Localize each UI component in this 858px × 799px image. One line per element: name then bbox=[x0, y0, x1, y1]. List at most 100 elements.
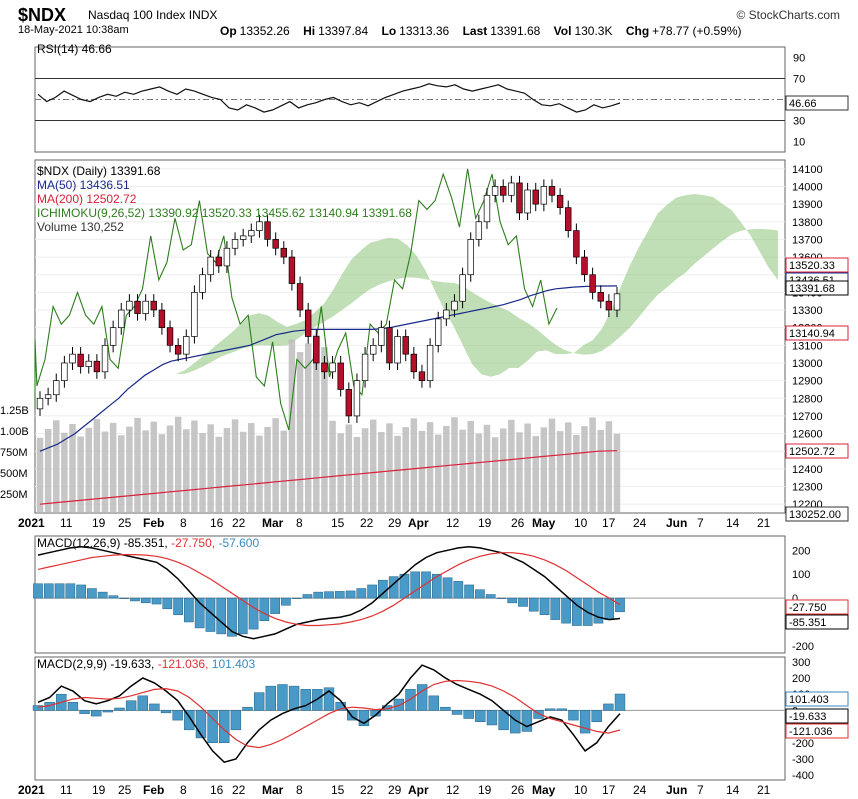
volume-bar bbox=[467, 420, 474, 513]
volume-bar bbox=[264, 426, 271, 513]
macd2-right-label-1-box bbox=[785, 708, 849, 724]
macd1-histogram-bar bbox=[485, 594, 496, 599]
volume-bar bbox=[280, 430, 288, 513]
candle-body bbox=[516, 182, 523, 214]
macd1-tick-label: -200 bbox=[792, 641, 814, 653]
volume-bar bbox=[215, 436, 223, 513]
x-axis-label-bottom: May bbox=[532, 783, 556, 797]
candle-body bbox=[540, 186, 548, 205]
volume-bar bbox=[166, 425, 174, 513]
x-axis-label-bottom: 24 bbox=[633, 783, 647, 797]
macd2-histogram-bar bbox=[591, 710, 602, 722]
price-right-label-5-box bbox=[785, 506, 849, 522]
symbol-name: Nasdaq 100 Index INDX bbox=[88, 8, 217, 22]
x-axis-label: 11 bbox=[60, 516, 73, 530]
macd2-histogram-bar bbox=[277, 684, 288, 711]
volume-bar bbox=[345, 424, 353, 513]
x-axis-label: 8 bbox=[296, 516, 303, 530]
macd1-tick-label: 0 bbox=[792, 593, 798, 605]
macd2-histogram-bar bbox=[603, 703, 614, 711]
macd1-histogram-bar bbox=[345, 590, 356, 599]
x-axis-label: 22 bbox=[360, 516, 374, 530]
candle-body bbox=[313, 336, 320, 364]
macd1-histogram-bar bbox=[216, 597, 227, 635]
macd1-histogram-bar bbox=[421, 571, 431, 599]
macd2-right-label-1: -19.633 bbox=[789, 711, 826, 723]
candle-body bbox=[321, 362, 328, 373]
macd1-histogram-bar bbox=[97, 591, 108, 599]
volume-bar bbox=[329, 420, 336, 513]
candle-body bbox=[304, 309, 312, 337]
volume-bar bbox=[540, 427, 548, 513]
x-axis-label: Jun bbox=[666, 516, 687, 530]
volume-bar bbox=[150, 421, 158, 513]
volume-bar bbox=[142, 430, 149, 513]
macd1-histogram-bar bbox=[227, 597, 237, 637]
candle-body bbox=[77, 353, 84, 367]
x-axis-label-bottom: 19 bbox=[92, 783, 106, 797]
macd2-histogram-bar bbox=[67, 702, 79, 711]
candle-body bbox=[101, 344, 109, 373]
candle-body bbox=[109, 327, 117, 346]
candle-body bbox=[418, 371, 426, 381]
macd1-histogram-bar bbox=[593, 597, 604, 624]
macd2-histogram-bar bbox=[137, 695, 148, 711]
macd2-legend: MACD(2,9,9) -19.633, -121.036, 101.403 bbox=[37, 657, 255, 671]
macd2-histogram-bar bbox=[533, 710, 544, 719]
macd1-histogram-bar bbox=[572, 597, 582, 626]
volume-bar bbox=[483, 424, 491, 513]
macd1-histogram-bar bbox=[604, 597, 615, 620]
x-axis-label: Mar bbox=[262, 516, 284, 530]
volume-bar bbox=[516, 432, 523, 513]
candle-body bbox=[524, 189, 531, 214]
volume-bar bbox=[174, 416, 182, 513]
macd1-right-label-0-box bbox=[785, 599, 849, 615]
macd2-right-label-0: 101.403 bbox=[789, 694, 829, 706]
macd2-histogram-bar bbox=[172, 710, 183, 721]
volume-bar bbox=[581, 426, 588, 513]
macd2-histogram-bar bbox=[265, 685, 276, 711]
macd2-panel bbox=[34, 656, 786, 781]
volume-bar bbox=[597, 429, 604, 513]
x-axis-label: 19 bbox=[92, 516, 106, 530]
macd1-histogram-bar bbox=[184, 597, 194, 623]
macd2-histogram-bar bbox=[91, 710, 102, 717]
candle-body bbox=[126, 300, 133, 311]
macd1-histogram-bar bbox=[237, 597, 248, 635]
x-axis-label-bottom: 8 bbox=[180, 783, 187, 797]
volume-tick-label: 750M bbox=[0, 447, 28, 459]
macd1-histogram-bar bbox=[173, 597, 183, 616]
candle-body bbox=[36, 397, 44, 410]
candle-body bbox=[150, 300, 157, 311]
brand-logo[interactable]: © StockCharts.com bbox=[736, 8, 840, 22]
macd2-histogram-bar bbox=[79, 710, 90, 714]
x-axis-label: 22 bbox=[232, 516, 246, 530]
volume-tick-label: 500M bbox=[0, 468, 28, 480]
macd2-histogram-bar bbox=[579, 710, 591, 734]
x-axis-label: 24 bbox=[633, 516, 647, 530]
candle-body bbox=[483, 194, 491, 223]
candle-body bbox=[61, 362, 68, 381]
macd2-histogram-bar bbox=[207, 710, 218, 744]
volume-bar bbox=[410, 418, 418, 513]
candle-body bbox=[548, 186, 556, 196]
rsi-legend: RSI(14) 46.66 bbox=[37, 42, 112, 56]
x-axis-label: 10 bbox=[574, 516, 588, 530]
volume-bar bbox=[288, 339, 296, 513]
index-name: Nasdaq 100 Index bbox=[88, 8, 186, 22]
candle-body bbox=[207, 256, 214, 276]
price-tick-label: 14100 bbox=[792, 164, 823, 176]
macd1-signal-line bbox=[37, 552, 621, 627]
macd1-histogram-bar bbox=[76, 584, 86, 599]
price-legend-3: ICHIMOKU(9,26,52) 13390.92 13520.33 1345… bbox=[37, 206, 412, 220]
volume-bar bbox=[223, 428, 231, 513]
macd2-tick-label: 300 bbox=[792, 657, 810, 669]
candle-body bbox=[288, 256, 296, 284]
price-tick-label: 13100 bbox=[792, 340, 823, 352]
price-tick-label: 13800 bbox=[792, 217, 823, 229]
macd2-histogram-bar bbox=[160, 710, 172, 714]
macd1-histogram-bar bbox=[507, 597, 518, 604]
macd1-histogram-bar bbox=[464, 584, 474, 599]
candle-body bbox=[500, 186, 507, 196]
